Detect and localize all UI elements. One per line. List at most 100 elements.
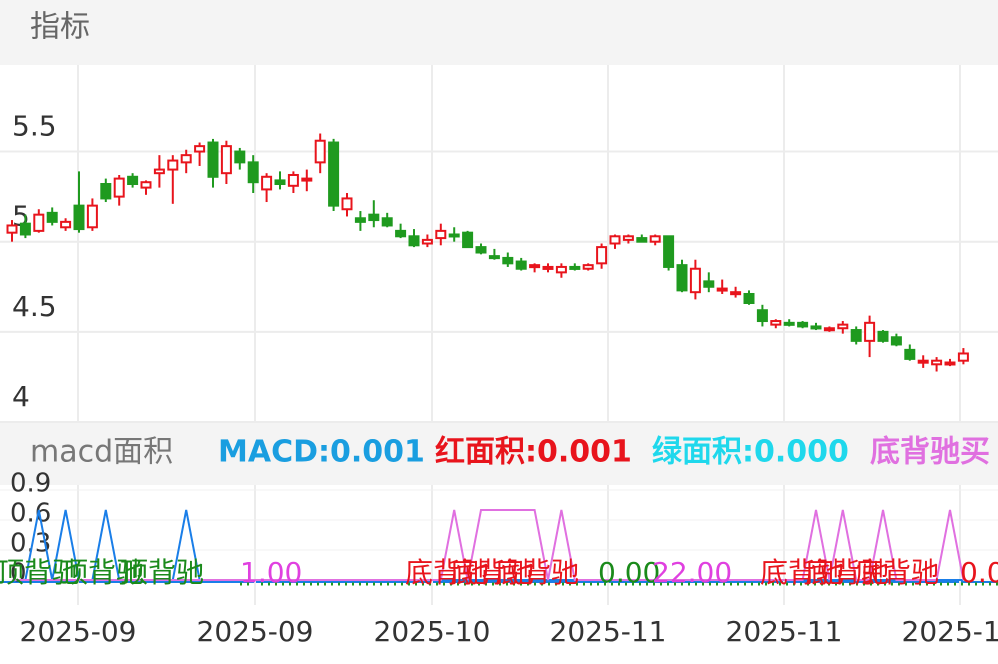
candle-body <box>917 359 929 364</box>
y-tick-label: 0.9 <box>10 469 51 499</box>
candle-body <box>569 265 581 270</box>
annotation: 顶背驰 <box>0 556 80 589</box>
x-tick-label: 2025-09 <box>197 615 314 648</box>
candle-body <box>153 168 165 175</box>
candle-body <box>663 235 675 268</box>
y-tick-label: 5.5 <box>12 110 57 143</box>
candle-body <box>877 330 889 342</box>
annotation: 顶背驰 <box>60 556 144 589</box>
candle-body <box>810 325 822 330</box>
candle-body <box>743 292 755 305</box>
annotation: 1.00 <box>240 556 302 589</box>
x-tick-label: 2025-10 <box>374 615 491 648</box>
candle-body <box>395 229 407 238</box>
candle-body <box>890 336 902 346</box>
candle-body <box>314 139 326 164</box>
candle-body <box>931 359 943 366</box>
candle-body <box>127 175 139 185</box>
macd-header-label: 红面积:0.001 <box>435 435 632 470</box>
candle-body <box>864 321 876 342</box>
candle-body <box>957 352 969 362</box>
candle-body <box>354 217 366 223</box>
candle-body <box>582 264 594 270</box>
candle-body <box>823 327 835 332</box>
candle-body <box>636 237 648 243</box>
y-tick-label: 4 <box>12 380 30 413</box>
header-bar <box>0 0 998 65</box>
candle-body <box>649 235 661 243</box>
annotation: 底背驰 <box>760 556 844 589</box>
header-title: 指标 <box>30 10 90 45</box>
candle-body <box>421 238 433 245</box>
candle-body <box>247 161 259 184</box>
macd-header-label: MACD:0.001 <box>218 435 425 470</box>
candle-body <box>609 235 621 245</box>
macd-header-label: macd面积 <box>30 435 173 470</box>
candle-body <box>770 320 782 326</box>
candle-body <box>167 159 179 171</box>
candle-body <box>220 145 232 175</box>
candle-body <box>837 323 849 330</box>
macd-header-label: 底背驰买 <box>870 435 990 470</box>
annotation: 底背驰 <box>405 556 489 589</box>
candle-body <box>19 222 31 236</box>
candle-body <box>555 265 567 274</box>
signal-line <box>12 509 965 581</box>
candle-body <box>515 260 527 270</box>
candle-body <box>207 141 219 178</box>
candle-body <box>730 291 742 296</box>
candle-body <box>475 246 487 254</box>
candle-body <box>502 256 514 265</box>
candle-body <box>234 150 246 164</box>
candle-body <box>301 177 313 182</box>
x-tick-label: 2025-12 <box>902 615 998 648</box>
annotation: 底背驰 <box>495 556 579 589</box>
annotation: 底背驰 <box>855 556 939 589</box>
x-tick-label: 2025-11 <box>550 615 667 648</box>
candle-body <box>435 229 447 240</box>
annotation: 0.00 <box>960 556 998 589</box>
candle-body <box>60 220 72 229</box>
candle-body <box>368 213 380 222</box>
candle-body <box>33 213 45 232</box>
annotation: 22.00 <box>652 556 732 589</box>
candle-body <box>6 224 18 234</box>
candle-body <box>328 141 340 207</box>
candle-body <box>73 204 85 231</box>
candle-body <box>689 267 701 294</box>
candle-body <box>703 280 715 288</box>
candle-body <box>46 211 58 223</box>
candle-body <box>716 287 728 292</box>
candle-body <box>86 204 98 229</box>
candle-body <box>850 329 862 342</box>
annotation: 顶背驰 <box>120 556 204 589</box>
candle-body <box>797 321 809 328</box>
candle-body <box>488 255 500 260</box>
candle-body <box>100 183 112 200</box>
candle-body <box>596 246 608 265</box>
y-tick-label: 0.6 <box>10 499 51 529</box>
candle-body <box>542 265 554 270</box>
candle-body <box>676 264 688 292</box>
candle-body <box>287 173 299 187</box>
candle-body <box>622 235 634 241</box>
candle-chart: 44.555.5 <box>0 65 998 423</box>
candle-body <box>756 309 768 323</box>
candle-body <box>783 321 795 326</box>
x-tick-label: 2025-11 <box>726 615 843 648</box>
annotation: 0.00 <box>598 556 660 589</box>
annotation: 底背驰 <box>450 556 534 589</box>
candle-body <box>180 154 192 164</box>
candle-body <box>944 361 956 366</box>
candle-body <box>113 177 125 198</box>
candle-body <box>194 145 206 153</box>
candle-body <box>408 235 420 247</box>
candle-body <box>462 231 474 249</box>
candle-body <box>261 175 273 191</box>
macd-header-bar <box>0 422 998 485</box>
annotation: 底背驰 <box>805 556 889 589</box>
candle-body <box>140 181 152 189</box>
candle-body <box>341 197 353 211</box>
